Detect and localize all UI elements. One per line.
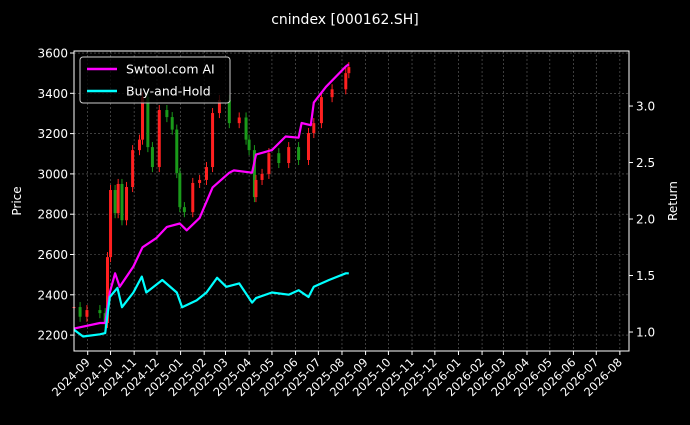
series-line-buy-and-hold <box>73 272 349 338</box>
candle-body <box>175 129 179 174</box>
y-tick-label-right: 3.0 <box>636 100 655 114</box>
chart-title: cnindex [000162.SH] <box>271 12 419 28</box>
candle-body <box>330 89 334 98</box>
y-tick-label-left: 2400 <box>37 288 68 302</box>
y-tick-label-left: 3400 <box>37 87 68 101</box>
candle-body <box>247 139 251 151</box>
series-lines <box>73 63 350 338</box>
candle-body <box>109 190 113 258</box>
y-tick-label-right: 2.5 <box>636 156 655 170</box>
y-tick-label-left: 3600 <box>37 47 68 61</box>
candle-body <box>260 173 264 180</box>
candle-body <box>244 117 248 140</box>
candle-body <box>297 147 301 160</box>
candle-body <box>116 183 120 214</box>
legend-label-swtool: Swtool.com AI <box>126 62 215 77</box>
candle-body <box>344 73 348 90</box>
candle-body <box>227 99 231 124</box>
candle-body <box>170 117 174 130</box>
candle-body <box>157 110 161 168</box>
legend[interactable]: Swtool.com AI Buy-and-Hold <box>79 56 231 104</box>
candle-body <box>267 153 271 174</box>
candle-body <box>98 310 102 314</box>
candle-body <box>182 207 186 213</box>
candle-body <box>287 147 291 164</box>
candle-body <box>105 257 109 323</box>
y-axis-left: 2200 2400 2600 2800 3000 3200 3400 3600 <box>37 47 74 343</box>
y-tick-label-left: 2800 <box>37 208 68 222</box>
y-tick-label-left: 2200 <box>37 329 68 343</box>
candle-body <box>131 150 135 187</box>
candle-body <box>137 139 141 151</box>
candle-body <box>78 307 82 317</box>
y-tick-label-right: 2.0 <box>636 213 655 227</box>
candle-body <box>254 179 258 198</box>
legend-label-buyhold: Buy-and-Hold <box>126 84 211 99</box>
candle-body <box>85 310 89 317</box>
candle-body <box>191 182 195 213</box>
y-tick-label-right: 1.5 <box>636 269 655 283</box>
candle-body <box>204 167 208 180</box>
y-tick-label-left: 3000 <box>37 167 68 181</box>
candle-body <box>146 97 150 148</box>
series-line-swtool <box>73 63 350 330</box>
candle-body <box>319 97 323 124</box>
legend-box <box>79 56 231 104</box>
candle-body <box>306 133 310 160</box>
candle-body <box>237 117 241 124</box>
y-axis-right-label: Return <box>666 181 680 221</box>
candle-body <box>113 190 117 214</box>
candle-body <box>165 110 169 118</box>
candle-body <box>252 150 256 198</box>
candle-body <box>198 179 202 183</box>
y-tick-label-left: 2600 <box>37 248 68 262</box>
candle-body <box>347 67 351 74</box>
candle-body <box>217 99 221 114</box>
plot-frame <box>73 50 630 352</box>
y-tick-label-right: 1.0 <box>636 326 655 340</box>
candle-body <box>150 147 154 168</box>
candle-body <box>178 173 182 208</box>
candle-body <box>125 186 129 221</box>
y-axis-left-label: Price <box>10 186 24 215</box>
candle-body <box>312 123 316 134</box>
candle-body <box>211 113 215 168</box>
y-tick-label-left: 3200 <box>37 127 68 141</box>
candle-body <box>120 183 124 221</box>
candle-body <box>141 97 145 140</box>
y-axis-right: 1.0 1.5 2.0 2.5 3.0 <box>629 100 655 340</box>
candle-body <box>277 153 281 164</box>
